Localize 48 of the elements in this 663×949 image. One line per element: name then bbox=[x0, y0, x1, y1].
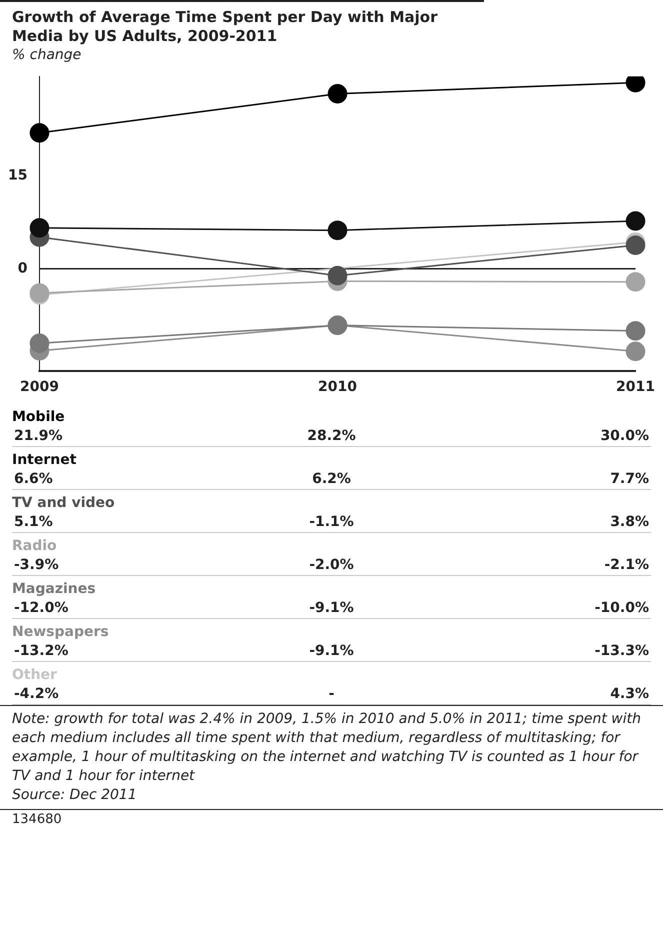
data-label: -3.9% bbox=[14, 556, 60, 575]
point bbox=[328, 84, 348, 104]
source-note: Source: Dec 2011 bbox=[12, 787, 137, 803]
data-label: 4.3% bbox=[609, 685, 650, 704]
text: Note: growth for total was 2.4% in 2009, 1.5% in 2010 and 5.0% in 2011; time spent with each medium includes all time spent with that medium, regardless of multitasking; for example, 1 hour of multitasking on the internet and watching TV is counted as 1 hour for TV and 1 hour for internet bbox=[12, 711, 641, 784]
data-label: 21.9% bbox=[14, 427, 64, 446]
data-label: 28.2% bbox=[306, 427, 357, 446]
data-label: -13.2% bbox=[14, 642, 70, 661]
text: Radio bbox=[12, 537, 58, 555]
chart-subtitle: % change bbox=[11, 46, 82, 64]
data-label: 6.6% bbox=[14, 470, 54, 489]
point bbox=[328, 266, 348, 286]
text: Other bbox=[12, 666, 58, 684]
text: 134680 bbox=[0, 809, 663, 829]
data-label: -9.1% bbox=[308, 599, 355, 618]
point bbox=[30, 218, 50, 238]
point bbox=[626, 272, 646, 292]
text: - bbox=[328, 686, 334, 702]
point bbox=[626, 211, 646, 231]
point bbox=[30, 334, 50, 354]
y-tick-label: 0 bbox=[18, 260, 28, 276]
data-label: -13.3% bbox=[594, 642, 650, 661]
data-label: 7.7% bbox=[609, 470, 650, 489]
data-label: -2.1% bbox=[603, 556, 650, 575]
data-label: 5.1% bbox=[14, 513, 54, 532]
point bbox=[626, 321, 646, 341]
data-label: 30.0% bbox=[599, 427, 650, 446]
text: Mobile bbox=[12, 408, 66, 426]
point bbox=[626, 342, 646, 362]
text: Internet bbox=[12, 451, 78, 469]
text: Newspapers bbox=[12, 623, 110, 641]
point bbox=[328, 220, 348, 240]
data-label: -1.1% bbox=[308, 513, 355, 532]
text: TV and video bbox=[12, 494, 116, 512]
data-label: -9.1% bbox=[308, 642, 355, 661]
x-tick-label: 2009 bbox=[20, 379, 59, 396]
data-label: -4.2% bbox=[14, 685, 60, 704]
data-label: -10.0% bbox=[594, 599, 650, 618]
chart-title: Growth of Average Time Spent per Day with Major Media by US Adults, 2009-2011 bbox=[0, 0, 484, 46]
y-tick-label: 15 bbox=[8, 167, 28, 184]
data-label: -12.0% bbox=[14, 599, 70, 618]
x-tick-label: 2011 bbox=[616, 379, 655, 396]
point bbox=[30, 123, 50, 143]
data-label: 6.2% bbox=[311, 470, 352, 489]
x-tick-label: 2010 bbox=[318, 379, 358, 396]
data-label: -2.0% bbox=[308, 556, 355, 575]
text: Magazines bbox=[12, 580, 97, 598]
data-label: 3.8% bbox=[609, 513, 650, 532]
